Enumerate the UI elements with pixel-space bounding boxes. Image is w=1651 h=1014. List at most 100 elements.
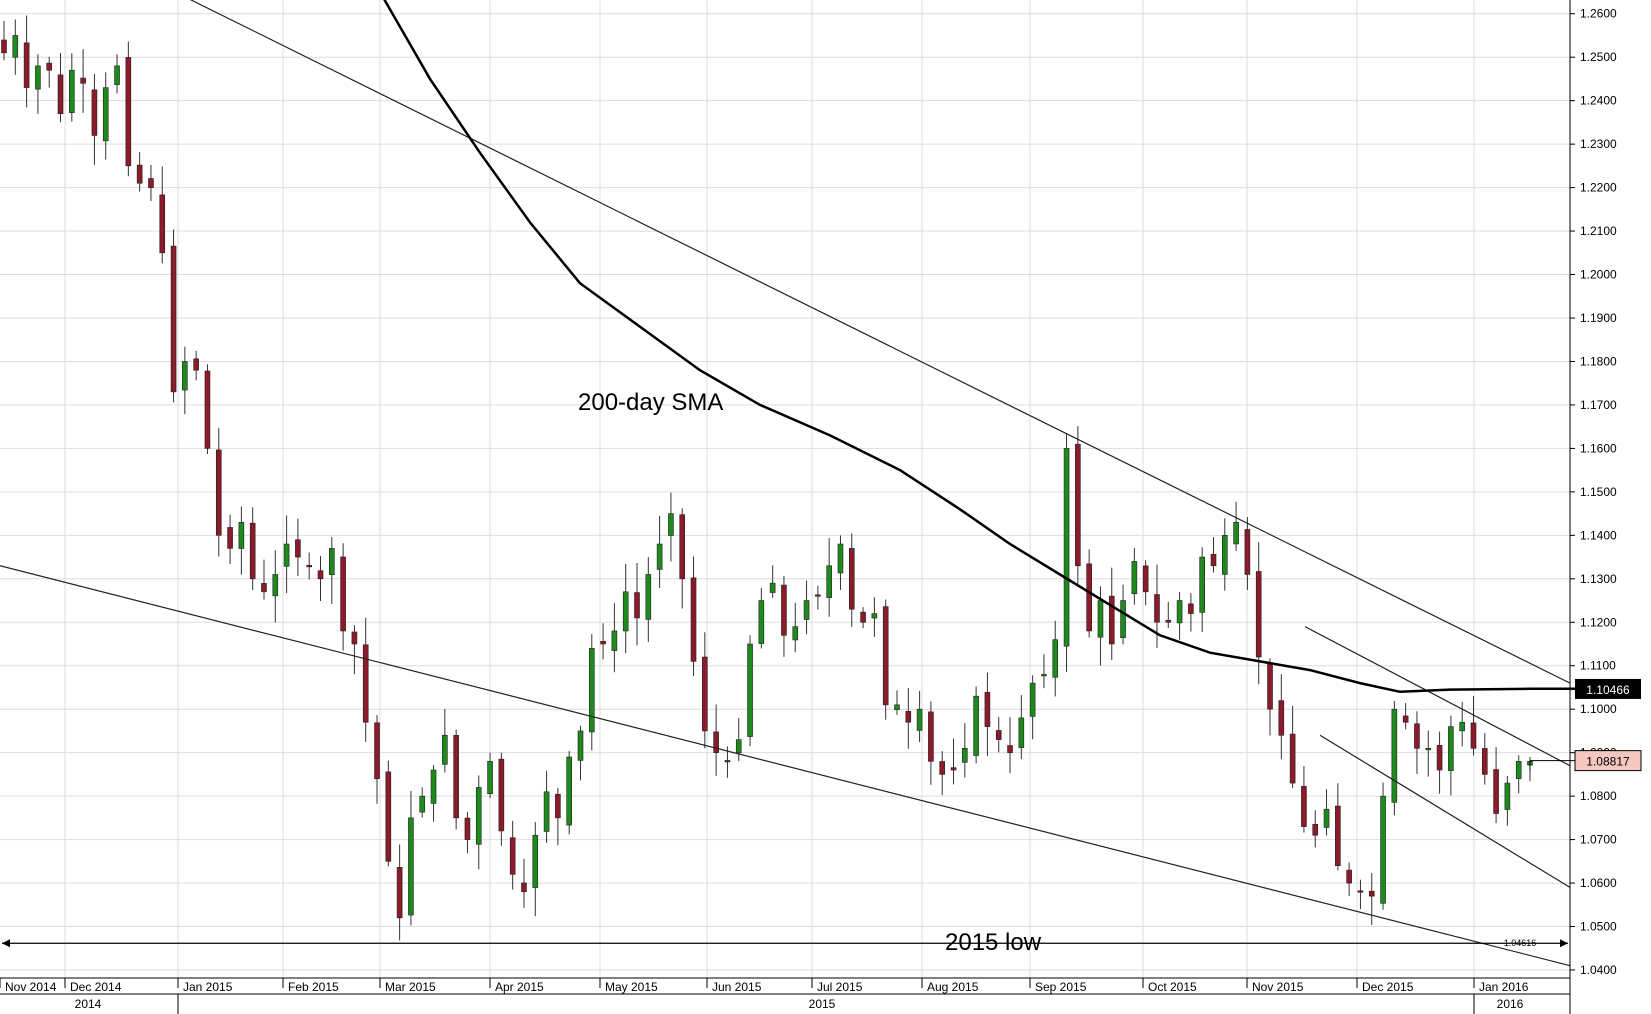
candle-body (521, 882, 527, 893)
candle-body (1425, 748, 1432, 751)
candle-body (340, 556, 346, 632)
y-tick-label: 1.2400 (1580, 94, 1617, 108)
candle-body (1368, 890, 1375, 897)
candle-body (690, 577, 697, 662)
y-tick-label: 1.2500 (1580, 50, 1617, 64)
candle-body (261, 583, 267, 593)
last-price-badge: 1.08817 (1574, 750, 1642, 772)
candle-body (1165, 619, 1172, 623)
candle-body (803, 600, 810, 620)
candle-body (272, 574, 279, 597)
candle-body (973, 695, 979, 756)
candle-body (159, 194, 166, 254)
candle-body (1018, 717, 1025, 748)
candle-body (238, 521, 245, 549)
y-tick-label: 1.1200 (1580, 615, 1617, 629)
x-tick-label: Jan 2015 (183, 980, 233, 994)
candle-body (136, 164, 143, 184)
y-tick-label: 1.2200 (1580, 181, 1617, 195)
candle-body (1346, 869, 1352, 884)
candle-body (374, 722, 380, 780)
channel-lower-line (1319, 734, 1571, 888)
y-tick-label: 1.1600 (1580, 441, 1617, 455)
candle-body (351, 631, 358, 645)
candle-body (679, 514, 686, 580)
candle-body (1402, 715, 1409, 723)
candle-body (12, 35, 19, 58)
candle-body (1075, 443, 1081, 567)
sma-curve (383, 0, 1575, 694)
candle-body (815, 594, 821, 597)
y-tick-label: 1.1700 (1580, 398, 1617, 412)
candle-body (1391, 708, 1398, 803)
x-tick-label: Jan 2016 (1479, 980, 1529, 994)
sma-annotation: 200-day SMA (578, 389, 723, 416)
candle-body (487, 761, 493, 795)
candle-body (1459, 721, 1465, 732)
candle-body (283, 543, 290, 567)
candle-body (102, 87, 109, 142)
candle-body (317, 570, 324, 580)
sma-last-badge: 1.10466 (1575, 678, 1641, 699)
candle-body (826, 565, 832, 598)
x-tick-label: Jul 2015 (817, 980, 863, 994)
candle-body (509, 837, 516, 875)
candle-body (204, 370, 211, 449)
y-tick-label: 1.1500 (1580, 485, 1617, 499)
candle-body (1244, 529, 1251, 575)
year-label: 2015 (809, 997, 836, 1011)
candle-body (148, 178, 154, 188)
x-tick-label: Sep 2015 (1035, 980, 1087, 994)
y-tick-label: 1.0600 (1580, 876, 1617, 890)
low-annotation: 2015 low (945, 929, 1042, 956)
candle-body (769, 582, 776, 593)
candle-body (125, 57, 132, 167)
candle-body (555, 793, 561, 819)
candle-body (408, 817, 414, 916)
candle-body (1255, 571, 1262, 658)
x-tick-label: May 2015 (605, 980, 658, 994)
y-tick-label: 1.0700 (1580, 833, 1617, 847)
candle-body (430, 769, 437, 804)
candle-body (1448, 726, 1454, 771)
candle-body (170, 245, 177, 393)
candle-body (837, 543, 844, 574)
y-tick-label: 1.2300 (1580, 137, 1617, 151)
candle-body (442, 734, 448, 765)
candle-body (1154, 594, 1160, 623)
candle-body (1, 39, 7, 54)
upper-resistance-trendline (189, 0, 1571, 684)
y-tick-label: 1.1300 (1580, 572, 1617, 586)
candle-body (1188, 603, 1194, 614)
lower-support-trendline (0, 565, 1571, 967)
candle-body (588, 648, 595, 733)
candle-body (1504, 782, 1511, 810)
channel-upper-line (1304, 626, 1571, 767)
candle-body (215, 449, 222, 536)
y-tick-label: 1.0500 (1580, 920, 1617, 934)
candle-body (1312, 823, 1319, 836)
candle-body (939, 761, 946, 775)
candle-body (1063, 448, 1070, 647)
candle-body (735, 739, 742, 754)
candle-body (385, 771, 392, 862)
candle-body (91, 89, 98, 136)
candle-body (894, 704, 900, 710)
y-tick-label: 1.1400 (1580, 528, 1617, 542)
candle-body (702, 656, 708, 732)
x-tick-label: Feb 2015 (288, 980, 339, 994)
candle-body (860, 611, 866, 623)
x-tick-label: Nov 2014 (5, 980, 57, 994)
candle-body (713, 731, 719, 753)
y-tick-label: 1.1900 (1580, 311, 1617, 325)
x-tick-label: Mar 2015 (385, 980, 436, 994)
candle-body (80, 77, 86, 84)
candle-body (182, 361, 188, 391)
y-tick-label: 1.1800 (1580, 354, 1617, 368)
candle-body (1436, 745, 1443, 771)
candle-body (611, 630, 618, 651)
candle-body (23, 42, 30, 88)
year-label: 2016 (1497, 997, 1524, 1011)
sma-last-value: 1.10466 (1586, 683, 1630, 697)
y-tick-label: 1.2000 (1580, 268, 1617, 282)
